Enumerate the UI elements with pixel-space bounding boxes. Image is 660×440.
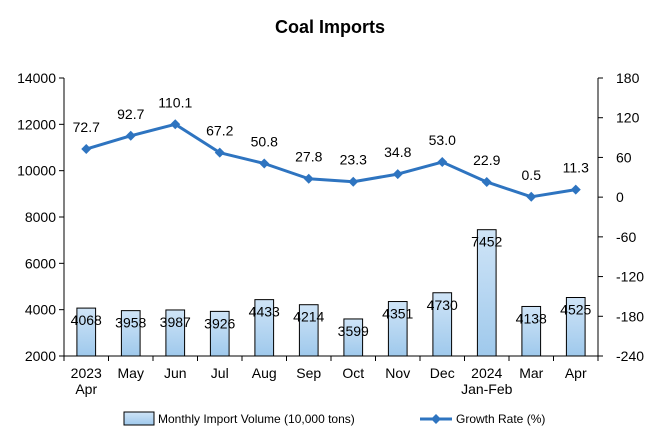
- line-value-label: 50.8: [251, 134, 278, 150]
- bar: [432, 292, 453, 357]
- y-left-tick-label: 14000: [17, 70, 56, 86]
- y-right-tick-label: 0: [616, 189, 624, 205]
- bar: [209, 310, 230, 357]
- data-labels: 4068 3958 3987 3926 4433 4214 3599 4351 4730 7452…: [71, 94, 592, 339]
- legend-line-label: Growth Rate (%): [456, 412, 545, 426]
- y-left-tick-label: 10000: [17, 163, 56, 179]
- line-value-label: 22.9: [473, 152, 500, 168]
- line-value-label: 72.7: [73, 119, 100, 135]
- x-tick-label: Apr: [565, 365, 587, 381]
- legend-bar-label: Monthly Import Volume (10,000 tons): [158, 412, 355, 426]
- line-marker: [526, 191, 537, 202]
- bars: [76, 229, 586, 357]
- bar-value-label: 4351: [382, 306, 413, 322]
- bar-value-label: 4433: [249, 304, 280, 320]
- bar: [343, 318, 364, 357]
- y-right-tick-label: -180: [616, 308, 644, 324]
- x-tick-label: Nov: [385, 365, 410, 381]
- bar: [120, 310, 141, 357]
- bar: [387, 301, 408, 357]
- legend: Monthly Import Volume (10,000 tons) Growt…: [123, 411, 545, 426]
- bar-value-label: 3599: [338, 323, 369, 339]
- x-tick-label: Mar: [519, 365, 543, 381]
- x-tick-label: Oct: [342, 365, 364, 381]
- line-value-label: 11.3: [563, 160, 589, 176]
- line-value-label: 92.7: [117, 106, 144, 122]
- legend-bar-swatch: [123, 411, 155, 426]
- y-left-tick-label: 12000: [17, 116, 56, 132]
- bar-value-label: 3926: [204, 315, 235, 331]
- axes: 2000 4000 6000 8000 10000 12000 14000 -240 -180 -…: [17, 70, 644, 364]
- bar: [298, 304, 319, 357]
- y-right-tick-label: -120: [616, 269, 644, 285]
- bar: [565, 297, 586, 357]
- line-value-label: 23.3: [340, 152, 367, 168]
- y-right-tick-label: -60: [616, 229, 636, 245]
- bar-value-label: 4214: [293, 309, 324, 325]
- x-tick-label: Aug: [252, 365, 277, 381]
- y-right-tick-label: -240: [616, 348, 644, 364]
- x-tick-label: 2023 Apr: [71, 365, 102, 397]
- x-tick-label: May: [118, 365, 144, 381]
- x-tick-label: Dec: [430, 365, 455, 381]
- line-value-label: 34.8: [384, 144, 411, 160]
- line-marker: [348, 176, 359, 187]
- line-value-label: 110.1: [158, 94, 192, 110]
- growth-line-path: [85, 122, 576, 199]
- line-marker: [170, 119, 181, 130]
- line-marker: [81, 144, 92, 155]
- line-value-label: 67.2: [206, 123, 233, 139]
- line-marker: [303, 173, 314, 184]
- legend-line-marker: [431, 414, 441, 424]
- y-left-tick-label: 6000: [25, 255, 56, 271]
- bar: [254, 299, 275, 357]
- y-right-tick-label: 120: [616, 110, 640, 126]
- bar-value-label: 4525: [560, 302, 591, 318]
- line-marker: [437, 157, 448, 168]
- line-value-label: 27.8: [295, 149, 322, 165]
- line-marker: [570, 184, 581, 195]
- y-right-tick-label: 180: [616, 70, 640, 86]
- line-marker: [125, 130, 136, 141]
- bar-value-label: 4068: [71, 312, 102, 328]
- x-tick-label: Jul: [211, 365, 229, 381]
- chart-title: Coal Imports: [275, 17, 385, 37]
- x-tick-label: Sep: [296, 365, 321, 381]
- line-marker: [392, 169, 403, 180]
- bar-value-label: 4138: [516, 310, 547, 326]
- y-left-tick-label: 2000: [25, 348, 56, 364]
- line-value-label: 0.5: [522, 167, 542, 183]
- x-tick-label: Jun: [164, 365, 187, 381]
- bar-value-label: 7452: [471, 234, 502, 250]
- bar-value-label: 3987: [160, 314, 191, 330]
- growth-line: [81, 119, 581, 202]
- line-marker: [259, 158, 270, 169]
- line-marker: [214, 147, 225, 158]
- bar: [165, 309, 186, 357]
- bar: [476, 229, 497, 357]
- bar: [76, 307, 97, 357]
- y-left-tick-label: 4000: [25, 302, 56, 318]
- y-left-tick-label: 8000: [25, 209, 56, 225]
- line-value-label: 53.0: [429, 132, 456, 148]
- bar-value-label: 3958: [115, 315, 146, 331]
- line-marker: [481, 176, 492, 187]
- bar: [521, 305, 542, 357]
- bar-value-label: 4730: [427, 297, 458, 313]
- x-axis-labels: 2023 Apr May Jun Jul Aug Sep Oct Nov Dec 2024 Jan-F…: [71, 365, 587, 397]
- y-right-tick-label: 60: [616, 149, 632, 165]
- x-tick-label: 2024 Jan-Feb: [461, 365, 513, 397]
